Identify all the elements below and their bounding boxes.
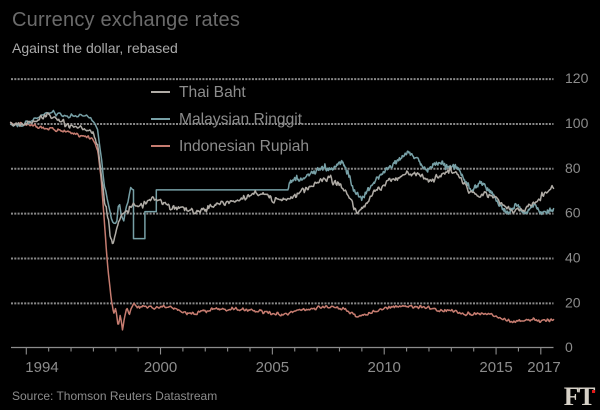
svg-text:Thai Baht: Thai Baht [179, 84, 246, 101]
svg-text:Indonesian Rupiah: Indonesian Rupiah [179, 138, 309, 155]
svg-text:Malaysian Ringgit: Malaysian Ringgit [179, 111, 303, 128]
svg-text:60: 60 [565, 205, 581, 221]
svg-text:2015: 2015 [479, 359, 512, 376]
svg-text:2017: 2017 [527, 359, 560, 376]
svg-text:100: 100 [565, 115, 589, 131]
svg-text:80: 80 [565, 160, 581, 176]
svg-text:2000: 2000 [144, 359, 177, 376]
svg-text:40: 40 [565, 249, 581, 265]
svg-text:2005: 2005 [256, 359, 289, 376]
svg-text:1994: 1994 [25, 359, 58, 376]
svg-text:2010: 2010 [368, 359, 401, 376]
svg-text:0: 0 [565, 339, 573, 355]
svg-text:120: 120 [565, 70, 589, 86]
svg-text:20: 20 [565, 294, 581, 310]
